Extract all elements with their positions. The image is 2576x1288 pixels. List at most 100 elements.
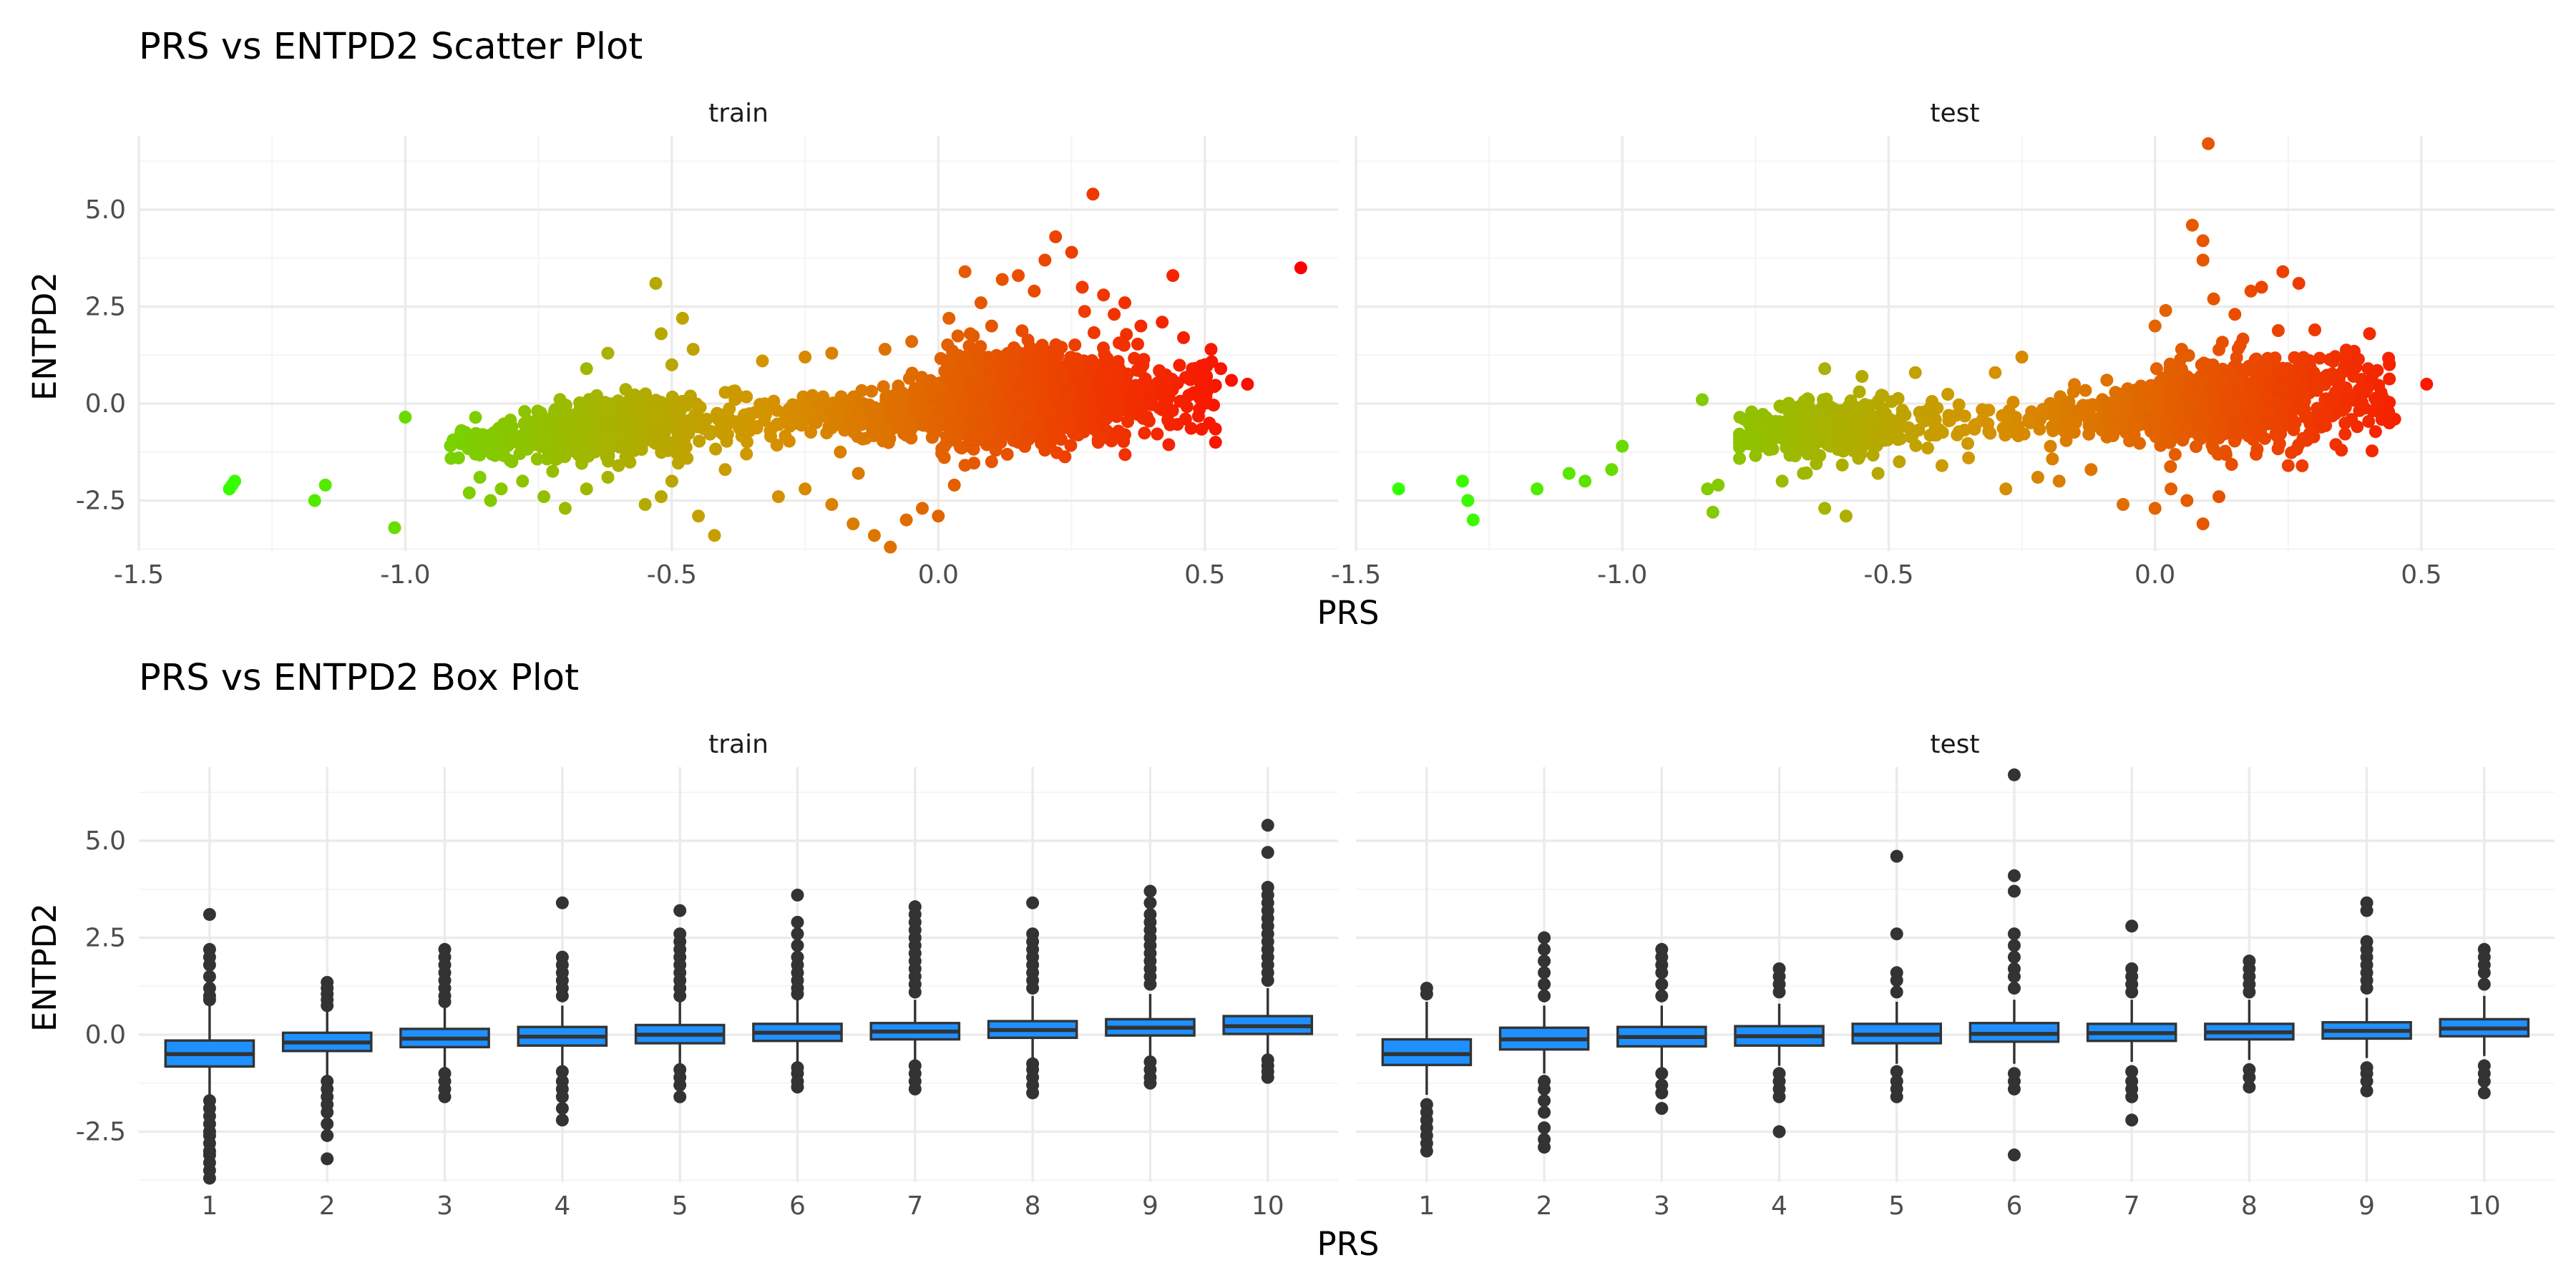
box-outlier [2360, 904, 2373, 917]
scatter-point [1162, 438, 1176, 452]
scatter-point [1038, 253, 1052, 267]
scatter-point [539, 414, 552, 428]
scatter-point [2180, 494, 2194, 507]
scatter-point [865, 384, 878, 398]
scatter-point [877, 380, 890, 394]
scatter-point [2340, 351, 2353, 364]
scatter-point [2250, 442, 2264, 456]
box-x-tick-label: 3 [1654, 1191, 1670, 1221]
scatter-point [1075, 280, 1089, 294]
box-outlier [2360, 981, 2373, 995]
scatter-point [1078, 305, 1091, 318]
scatter-point [2153, 378, 2167, 391]
scatter-point [2276, 386, 2290, 400]
scatter-point [1091, 379, 1105, 392]
scatter-point [869, 402, 883, 416]
scatter-point [2215, 336, 2229, 349]
box-outlier [203, 958, 216, 972]
scatter-point [1156, 403, 1169, 416]
scatter-point [636, 390, 650, 404]
scatter-point [1131, 337, 1144, 351]
scatter-point [2324, 399, 2338, 411]
scatter-point [2165, 482, 2177, 496]
scatter-point [2160, 429, 2174, 443]
scatter-point [2174, 353, 2187, 366]
scatter-point [2226, 429, 2240, 442]
scatter-point [1113, 363, 1126, 376]
scatter-point [1766, 442, 1780, 456]
scatter-point [1012, 269, 1025, 283]
scatter-point [530, 452, 544, 466]
box-1 [1381, 981, 1473, 1158]
scatter-point [2351, 420, 2364, 434]
scatter-point [799, 351, 812, 364]
scatter-plot-title: PRS vs ENTPD2 Scatter Plot [139, 26, 643, 68]
scatter-point [847, 517, 860, 531]
scatter-point [469, 426, 483, 440]
scatter-point [1156, 316, 1169, 329]
scatter-point [2031, 471, 2044, 484]
scatter-point [2116, 391, 2129, 404]
scatter-point [681, 397, 695, 411]
box-outlier [2007, 927, 2021, 941]
scatter-point [877, 434, 890, 448]
box-outlier [2007, 950, 2021, 964]
scatter-point [904, 422, 918, 436]
scatter-point [1818, 502, 1832, 515]
scatter-point [2228, 308, 2242, 321]
scatter-point [2135, 385, 2148, 399]
box-outlier [1538, 1141, 1551, 1154]
box-4 [1734, 962, 1825, 1138]
scatter-point [905, 335, 919, 348]
scatter-point [1086, 187, 1100, 201]
scatter-point [878, 343, 892, 356]
scatter-point [665, 474, 678, 488]
box-outlier [1538, 931, 1551, 945]
box-outlier [1420, 987, 1433, 1001]
box-outlier [1538, 1082, 1551, 1096]
scatter-point [935, 447, 949, 460]
scatter-y-axis-title: ENTPD2 [26, 272, 64, 401]
box-2 [281, 975, 373, 1166]
scatter-point [825, 498, 839, 511]
scatter-point [1921, 441, 1934, 455]
box-outlier [1538, 1106, 1551, 1119]
scatter-point [1157, 385, 1171, 399]
scatter-point [635, 443, 648, 457]
scatter-point [1847, 444, 1860, 458]
scatter-point [926, 384, 940, 397]
box-panel-test: 1 2 3 4 5 6 7 8 9 10 [1356, 767, 2555, 1221]
scatter-point [998, 428, 1012, 441]
box-3 [399, 942, 490, 1103]
scatter-point [2196, 234, 2210, 248]
scatter-point [974, 296, 987, 310]
box-outlier [1772, 1090, 1786, 1103]
scatter-point [2000, 413, 2014, 426]
box-outlier [321, 1152, 334, 1166]
scatter-point [1820, 392, 1833, 406]
scatter-point [1101, 352, 1114, 366]
scatter-point [741, 435, 753, 449]
scatter-point [949, 414, 962, 428]
scatter-gridlines [1355, 136, 2555, 551]
box-outlier [1890, 974, 1903, 987]
scatter-point [558, 444, 572, 457]
scatter-point [799, 482, 812, 496]
scatter-point [2117, 498, 2129, 511]
scatter-point [815, 399, 829, 413]
scatter-point [1214, 362, 1228, 376]
scatter-point [2196, 517, 2210, 531]
scatter-point [831, 411, 844, 424]
scatter-point [1087, 356, 1101, 370]
scatter-point [2015, 351, 2029, 364]
scatter-point [985, 319, 998, 333]
scatter-point [605, 408, 618, 421]
scatter-point [2138, 401, 2152, 414]
scatter-point [1000, 381, 1013, 394]
scatter-point [1204, 343, 1218, 356]
box-x-tick-label: 7 [2124, 1191, 2140, 1221]
scatter-point [1949, 409, 1963, 422]
box-outlier [1890, 985, 1903, 999]
box-outlier [1538, 942, 1551, 956]
scatter-point [2382, 351, 2396, 365]
